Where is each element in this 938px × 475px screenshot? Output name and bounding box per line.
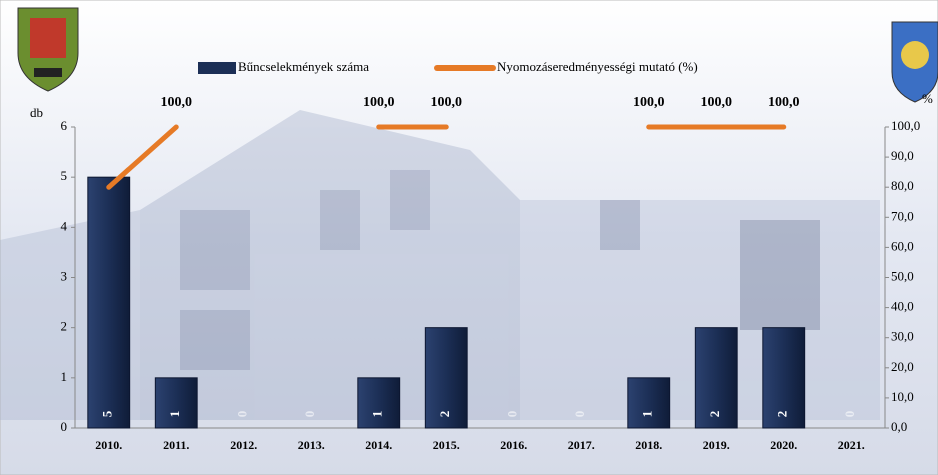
x-tick-label: 2020. xyxy=(770,438,797,452)
x-tick-label: 2011. xyxy=(163,438,189,452)
chart: db % 01234560,010,020,030,040,050,060,07… xyxy=(0,0,938,475)
y2-tick-label: 50,0 xyxy=(891,268,914,283)
bar-value-label: 2 xyxy=(707,411,722,418)
y2-tick-label: 70,0 xyxy=(891,208,914,223)
line-value-label: 100,0 xyxy=(161,95,193,110)
y-tick-label: 3 xyxy=(61,268,68,283)
y2-tick-label: 100,0 xyxy=(891,118,920,133)
y2-tick-label: 60,0 xyxy=(891,238,914,253)
line-value-label: 100,0 xyxy=(701,95,733,110)
bar-value-label: 1 xyxy=(640,411,655,418)
y-tick-label: 4 xyxy=(61,218,68,233)
y-tick-label: 1 xyxy=(61,369,68,384)
legend-label: Bűncselekmények száma xyxy=(238,59,369,74)
bar-value-label: 0 xyxy=(235,411,250,418)
bar xyxy=(155,378,197,428)
line-value-label: 100,0 xyxy=(431,95,463,110)
y-tick-label: 5 xyxy=(61,168,68,183)
bar-value-label: 1 xyxy=(370,411,385,418)
y2-tick-label: 40,0 xyxy=(891,299,914,314)
y2-tick-label: 0,0 xyxy=(891,419,907,434)
x-tick-label: 2017. xyxy=(568,438,595,452)
bar-value-label: 0 xyxy=(842,411,857,418)
bar-value-label: 2 xyxy=(437,411,452,418)
y2-tick-label: 30,0 xyxy=(891,329,914,344)
line-value-label: 100,0 xyxy=(633,95,665,110)
line-value-label: 100,0 xyxy=(363,95,395,110)
bar xyxy=(88,177,130,428)
bar-value-label: 1 xyxy=(167,411,182,418)
bar-value-label: 2 xyxy=(775,411,790,418)
x-tick-label: 2018. xyxy=(635,438,662,452)
x-tick-label: 2010. xyxy=(95,438,122,452)
y2-tick-label: 20,0 xyxy=(891,359,914,374)
x-tick-label: 2016. xyxy=(500,438,527,452)
x-tick-label: 2015. xyxy=(433,438,460,452)
y-tick-label: 0 xyxy=(61,419,68,434)
bar-value-label: 0 xyxy=(505,411,520,418)
x-tick-label: 2013. xyxy=(298,438,325,452)
x-tick-label: 2021. xyxy=(838,438,865,452)
legend-swatch xyxy=(198,62,236,74)
bar-value-label: 5 xyxy=(100,410,115,417)
y-tick-label: 2 xyxy=(61,319,68,334)
legend-label: Nyomozáseredményességi mutató (%) xyxy=(497,59,698,74)
bar-value-label: 0 xyxy=(572,411,587,418)
y2-axis-label: % xyxy=(922,91,933,106)
bar-value-label: 0 xyxy=(302,411,317,418)
bar xyxy=(628,378,670,428)
y2-tick-label: 90,0 xyxy=(891,148,914,163)
y2-tick-label: 80,0 xyxy=(891,178,914,193)
y-tick-label: 6 xyxy=(61,118,68,133)
x-tick-label: 2014. xyxy=(365,438,392,452)
x-tick-label: 2019. xyxy=(703,438,730,452)
line-value-label: 100,0 xyxy=(768,95,800,110)
x-tick-label: 2012. xyxy=(230,438,257,452)
y-axis-label: db xyxy=(30,105,43,120)
y2-tick-label: 10,0 xyxy=(891,389,914,404)
bar xyxy=(358,378,400,428)
